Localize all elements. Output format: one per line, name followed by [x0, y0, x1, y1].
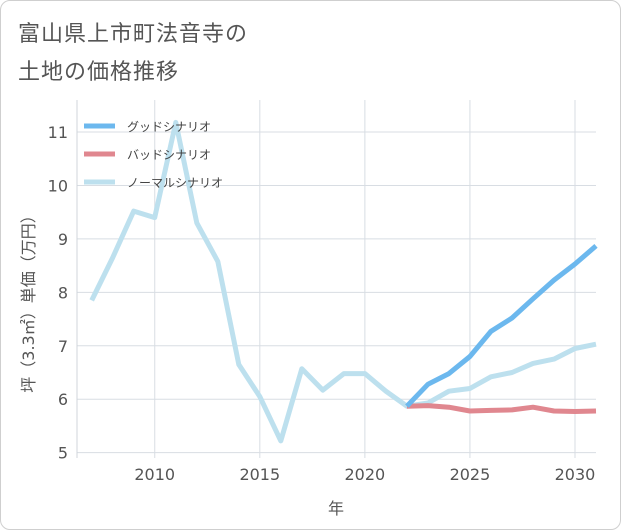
legend-label: バッドシナリオ: [127, 148, 211, 162]
horizontal-gridlines: [77, 131, 596, 454]
chart-title-line-1: 富山県上市町法音寺の: [18, 22, 249, 47]
x-tick-label: 2030: [555, 465, 596, 484]
series-lines: [89, 119, 598, 444]
legend-label: グッドシナリオ: [127, 120, 211, 134]
y-tick-label: 10: [48, 176, 68, 195]
legend-label: ノーマルシナリオ: [127, 176, 223, 190]
chart-title-line-2: 土地の価格推移: [18, 60, 180, 85]
x-tick-label: 2015: [239, 465, 280, 484]
x-tick-label: 2020: [345, 465, 386, 484]
y-tick-label: 11: [48, 123, 68, 142]
y-tick-labels: 5 6 7 8 9 10 11: [48, 123, 68, 463]
series-line-2: [406, 403, 597, 414]
x-tick-label: 2025: [450, 465, 491, 484]
y-tick-label: 9: [58, 230, 68, 249]
y-axis-title: 坪（3.3㎡）単価（万円）: [19, 207, 38, 392]
series-line-1: [405, 244, 598, 408]
y-tick-label: 5: [58, 444, 68, 463]
x-tick-label: 2010: [134, 465, 175, 484]
y-tick-label: 7: [58, 337, 68, 356]
x-axis-title: 年: [328, 499, 344, 518]
series-line-3: [89, 119, 597, 444]
plot-area: [77, 100, 596, 458]
vertical-gridlines: [76, 100, 576, 458]
x-tick-labels: 2010 2015 2020 2025 2030: [134, 465, 595, 484]
y-tick-label: 6: [58, 390, 68, 409]
y-tick-label: 8: [58, 283, 68, 302]
